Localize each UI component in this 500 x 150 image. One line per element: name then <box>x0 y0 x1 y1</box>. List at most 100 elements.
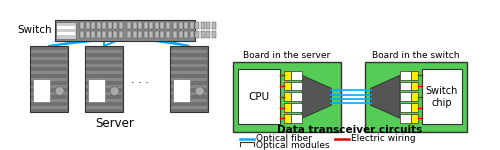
Bar <box>171 71 207 74</box>
Bar <box>400 92 411 101</box>
Bar <box>96 31 100 38</box>
Bar <box>132 22 136 29</box>
Polygon shape <box>370 75 400 118</box>
Bar <box>86 71 122 74</box>
Circle shape <box>110 87 119 96</box>
Bar <box>160 22 164 29</box>
Bar <box>113 31 117 38</box>
Bar <box>206 22 210 29</box>
Bar <box>200 22 204 29</box>
Bar <box>195 22 199 29</box>
Bar <box>86 78 122 81</box>
Bar <box>96 22 100 29</box>
Bar <box>171 50 207 53</box>
Bar <box>57 26 75 29</box>
Bar <box>170 46 208 112</box>
Bar <box>31 99 67 102</box>
Bar <box>284 103 291 112</box>
Bar <box>178 22 182 29</box>
Bar <box>102 31 106 38</box>
Bar <box>31 71 67 74</box>
Bar <box>31 106 67 109</box>
Bar <box>400 82 411 90</box>
Bar <box>88 79 105 102</box>
Circle shape <box>195 87 204 96</box>
Bar <box>411 71 418 80</box>
Bar <box>86 22 89 29</box>
Bar <box>184 31 188 38</box>
Bar <box>86 106 122 109</box>
Text: Optical fiber: Optical fiber <box>256 134 312 143</box>
Bar <box>212 22 216 29</box>
Bar <box>190 31 194 38</box>
Bar <box>86 50 122 53</box>
Bar <box>284 114 291 123</box>
Bar <box>178 31 182 38</box>
Bar <box>291 82 302 90</box>
Bar <box>91 22 95 29</box>
Bar <box>400 71 411 80</box>
Bar <box>206 31 210 38</box>
Bar <box>154 22 158 29</box>
Bar <box>86 99 122 102</box>
Bar <box>238 69 280 124</box>
Bar <box>149 22 153 29</box>
Text: Optical modules: Optical modules <box>256 141 330 150</box>
Bar <box>411 82 418 90</box>
Bar <box>284 71 291 80</box>
Bar <box>30 46 68 112</box>
Bar <box>284 82 291 90</box>
Bar <box>108 22 112 29</box>
Bar <box>411 92 418 101</box>
Bar <box>173 22 177 29</box>
Bar <box>102 22 106 29</box>
Bar <box>240 142 254 148</box>
Bar <box>171 57 207 60</box>
Bar <box>86 57 122 60</box>
Bar <box>127 31 131 38</box>
Bar <box>31 64 67 67</box>
Text: . . .: . . . <box>131 75 149 85</box>
Bar <box>171 106 207 109</box>
Bar <box>31 92 67 95</box>
Bar <box>173 79 190 102</box>
Bar <box>171 78 207 81</box>
Bar <box>138 31 142 38</box>
Bar <box>138 22 142 29</box>
Text: CPU: CPU <box>248 92 270 102</box>
Bar <box>284 92 291 101</box>
Bar <box>195 31 199 38</box>
Bar <box>113 22 117 29</box>
Bar <box>86 92 122 95</box>
Bar <box>160 31 164 38</box>
Bar <box>57 32 75 35</box>
Bar <box>33 79 50 102</box>
Bar <box>212 31 216 38</box>
Bar <box>411 114 418 123</box>
Bar <box>85 46 123 112</box>
Bar <box>118 22 122 29</box>
Bar <box>171 99 207 102</box>
Text: Board in the switch: Board in the switch <box>372 51 460 60</box>
Bar <box>144 31 148 38</box>
Text: Switch
chip: Switch chip <box>426 86 458 108</box>
Bar <box>166 22 170 29</box>
Bar <box>86 85 122 88</box>
Bar <box>200 31 204 38</box>
Bar <box>56 21 76 39</box>
Bar <box>31 78 67 81</box>
Bar <box>80 22 84 29</box>
Bar <box>190 22 194 29</box>
Text: Board in the server: Board in the server <box>244 51 330 60</box>
Bar <box>31 50 67 53</box>
Bar <box>422 69 462 124</box>
Bar <box>86 31 89 38</box>
Bar <box>149 31 153 38</box>
Bar <box>291 103 302 112</box>
Bar <box>55 20 195 41</box>
Bar <box>365 62 467 132</box>
Bar <box>291 71 302 80</box>
Bar <box>173 31 177 38</box>
Bar <box>291 114 302 123</box>
Bar <box>132 31 136 38</box>
